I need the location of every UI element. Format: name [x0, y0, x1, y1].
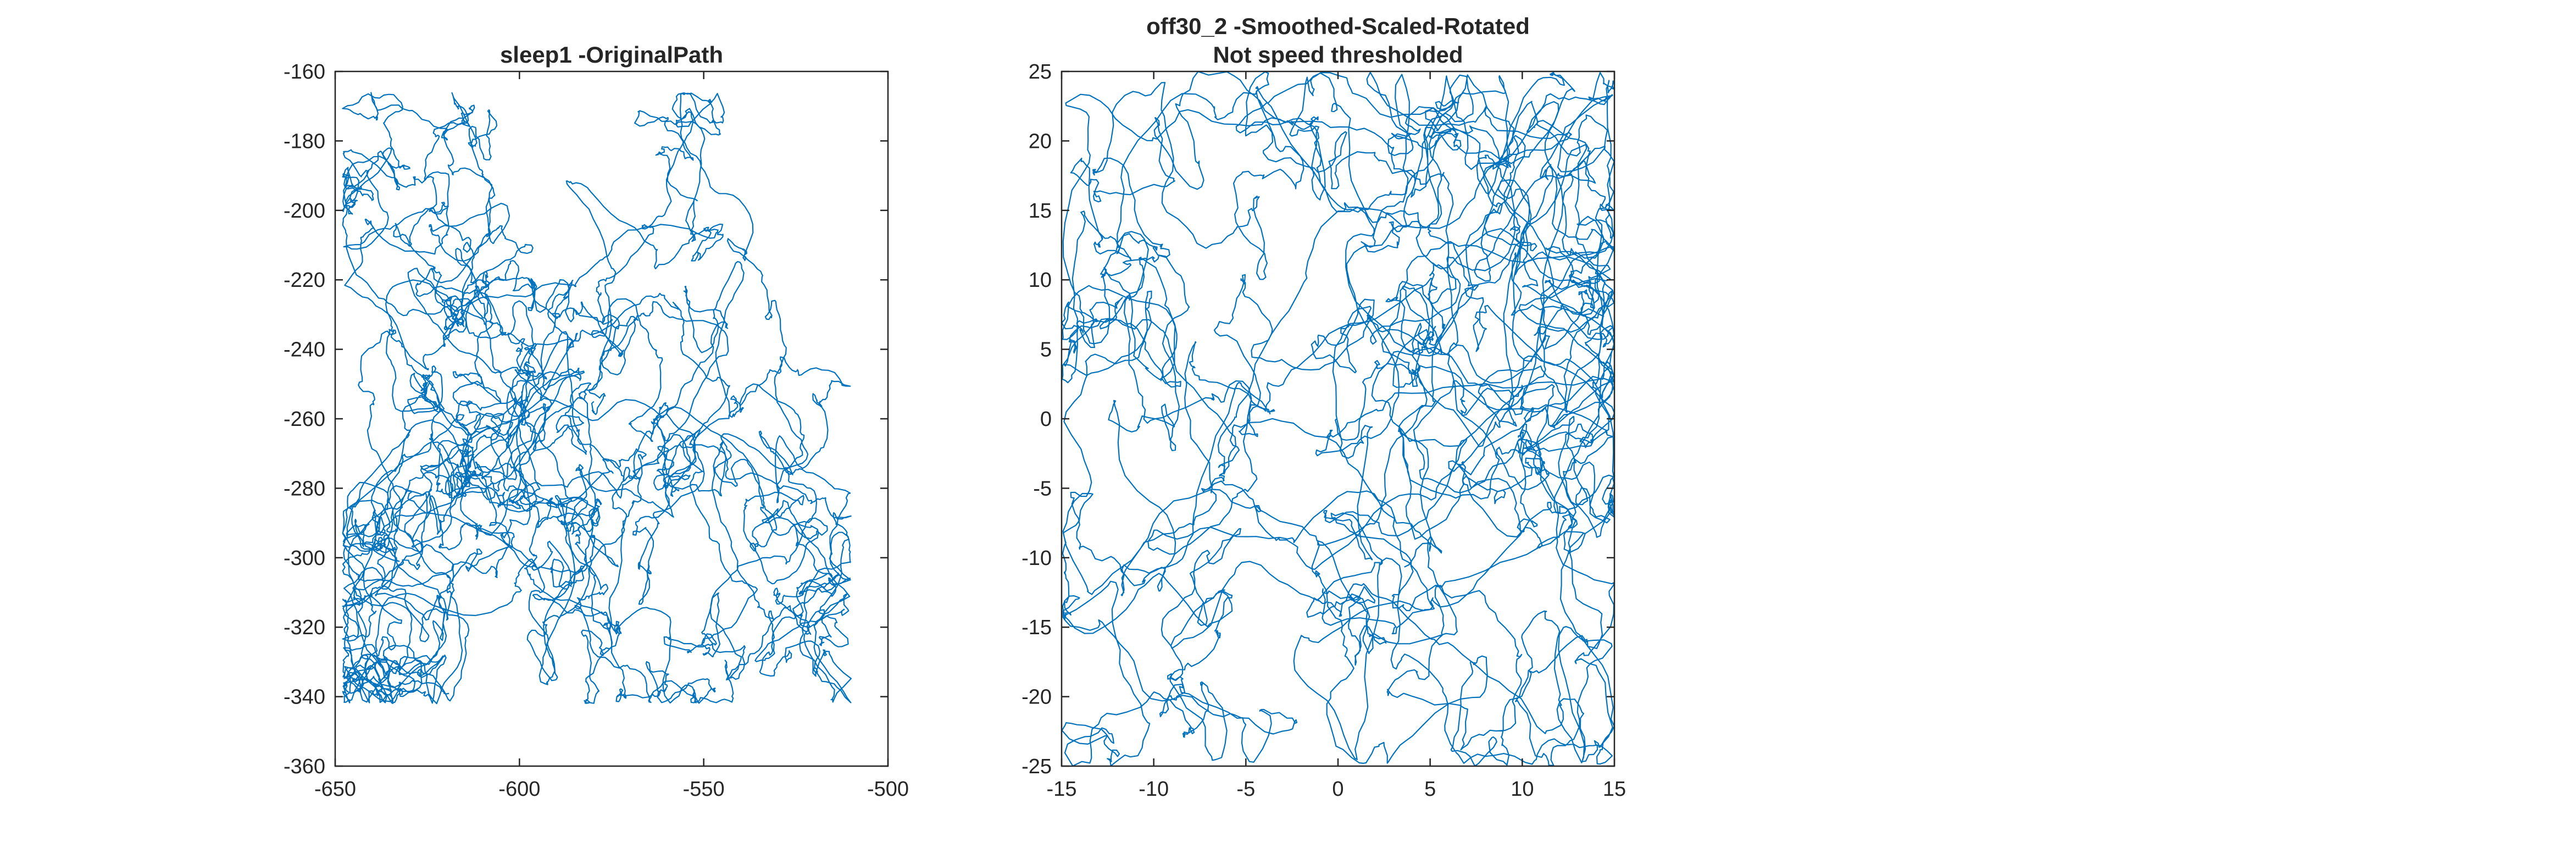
y-tick-label: -260	[284, 408, 325, 431]
y-tick-label: -280	[284, 477, 325, 500]
x-tick-label: -550	[683, 778, 725, 801]
x-tick-label: -500	[867, 778, 909, 801]
x-tick-label: -10	[1139, 778, 1169, 801]
chart-title-line: Not speed thresholded	[1213, 42, 1463, 68]
y-tick-label: 5	[1040, 339, 1052, 362]
y-tick-label: 20	[1029, 130, 1052, 153]
left-plot-sleep1-original-path: -650 -600 -550 -500 -160 -180 -200 -220 -240 -260…	[284, 42, 909, 801]
y-tick-label: 10	[1029, 269, 1052, 292]
x-tick-label: 0	[1332, 778, 1343, 801]
trajectory-line	[1061, 71, 1615, 767]
y-tick-label: -360	[284, 755, 325, 778]
x-tick-label: 10	[1511, 778, 1534, 801]
x-tick-label: -15	[1047, 778, 1077, 801]
y-tick-label: -180	[284, 130, 325, 153]
y-tick-label: -340	[284, 686, 325, 709]
y-tick-label: -10	[1021, 547, 1052, 570]
y-tick-label: 25	[1029, 60, 1052, 84]
y-tick-label: -220	[284, 269, 325, 292]
chart-title-line: off30_2 -Smoothed-Scaled-Rotated	[1146, 13, 1530, 39]
y-tick-label: -160	[284, 60, 325, 84]
trajectory-line	[342, 92, 852, 705]
y-tick-label: -25	[1021, 755, 1052, 778]
y-tick-label: -20	[1021, 686, 1052, 709]
y-tick-label: -240	[284, 339, 325, 362]
y-tick-label: -15	[1021, 616, 1052, 639]
x-tick-label: 5	[1424, 778, 1436, 801]
y-tick-label: -320	[284, 616, 325, 639]
x-tick-label: -650	[314, 778, 356, 801]
y-tick-label: -300	[284, 547, 325, 570]
x-tick-label: -600	[498, 778, 540, 801]
chart-title-line: sleep1 -OriginalPath	[500, 42, 723, 68]
y-tick-label: 15	[1029, 199, 1052, 223]
x-tick-label: 15	[1603, 778, 1626, 801]
y-tick-label: -5	[1033, 477, 1052, 500]
right-plot-off30-2-smoothed: -15 -10 -5 0 5 10 15 25 20 15 10 5 0 -5 -10 -15 -20 -25 of…	[1021, 13, 1626, 801]
x-tick-label: -5	[1236, 778, 1255, 801]
y-tick-label: -200	[284, 199, 325, 223]
y-tick-label: 0	[1040, 408, 1052, 431]
